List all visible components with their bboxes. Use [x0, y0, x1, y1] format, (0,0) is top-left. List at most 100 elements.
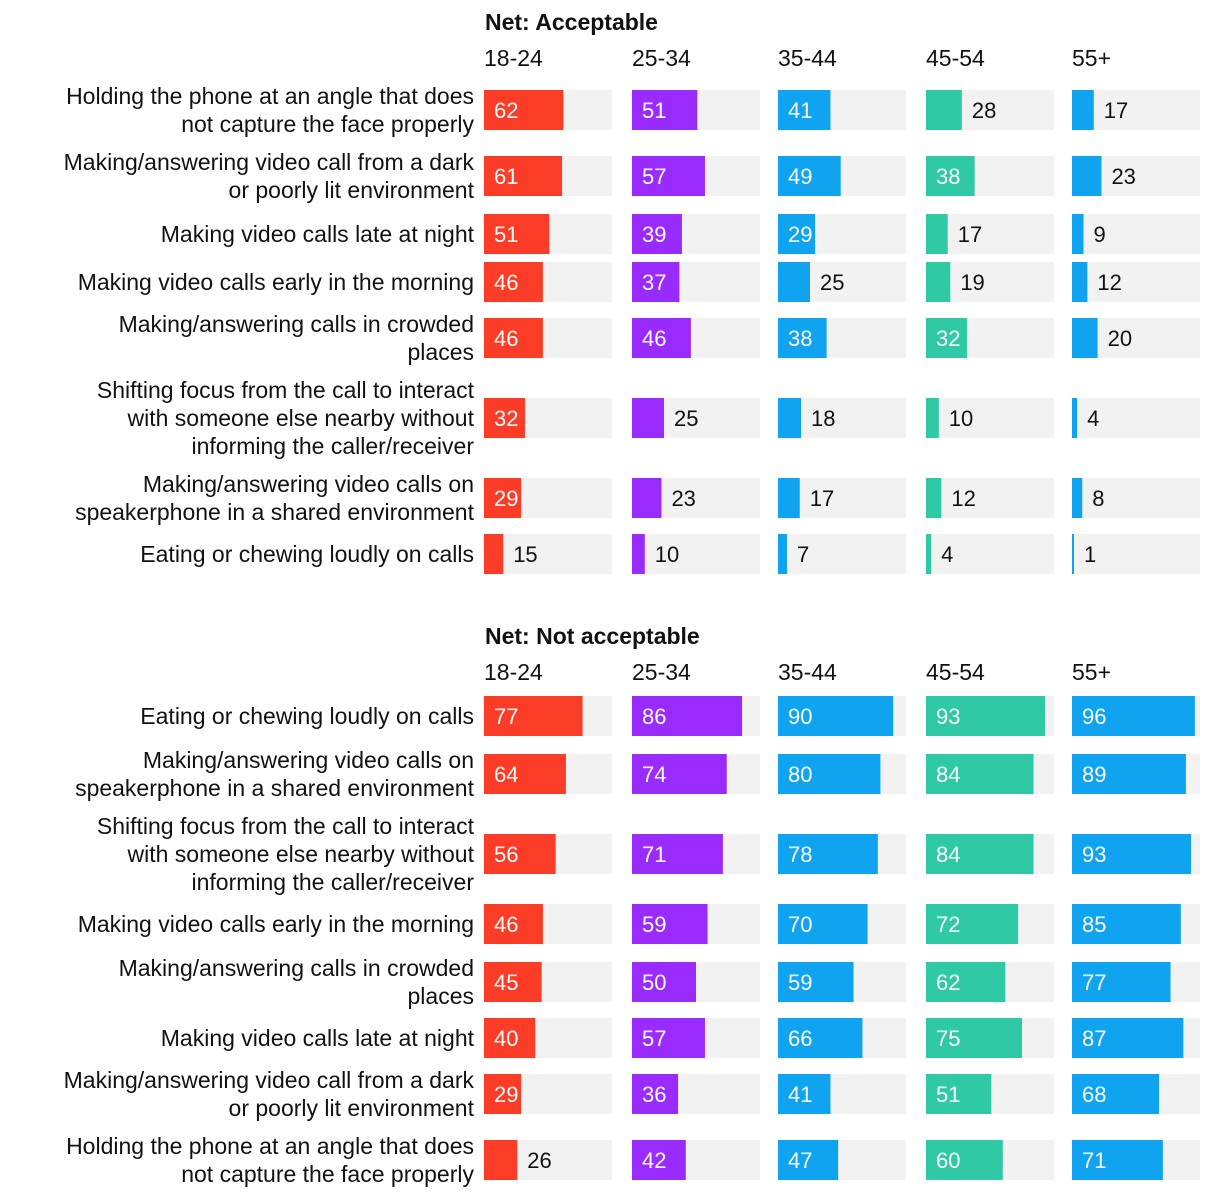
value-label: 57 — [642, 1026, 666, 1051]
value-label: 87 — [1082, 1026, 1106, 1051]
value-label: 12 — [1097, 270, 1121, 295]
value-label: 93 — [936, 704, 960, 729]
bar-25-34 — [632, 834, 723, 874]
bar-45-54 — [926, 262, 951, 302]
bar-35-44 — [778, 962, 854, 1002]
age-group-label: 25-34 — [632, 45, 691, 71]
value-label: 38 — [788, 326, 812, 351]
bar-45-54 — [926, 534, 932, 574]
value-label: 46 — [494, 326, 518, 351]
bar-row-making-answering-calls-in-crowded-places: Making/answering calls in crowded places 4… — [119, 311, 1200, 365]
bar-55 — [1072, 1140, 1163, 1180]
bar-45-54 — [926, 834, 1034, 874]
bar-18-24 — [484, 1074, 522, 1114]
bar-45-54 — [926, 1074, 992, 1114]
bar-25-34 — [632, 318, 691, 358]
age-group-label: 55+ — [1072, 659, 1111, 685]
bar-55 — [1072, 1074, 1160, 1114]
value-label: 32 — [936, 326, 960, 351]
bar-55 — [1072, 904, 1181, 944]
age-group-label: 45-54 — [926, 45, 985, 71]
bar-18-24 — [484, 696, 583, 736]
bar-25-34 — [632, 90, 698, 130]
value-label: 23 — [671, 486, 695, 511]
bar-45-54 — [926, 1018, 1022, 1058]
age-group-label: 35-44 — [778, 659, 837, 685]
bar-row-shifting-focus-from-the-call-to-interact: Shifting focus from the call to interact… — [97, 377, 1200, 459]
category-label: Making video calls late at night — [161, 221, 475, 247]
value-label: 70 — [788, 912, 812, 937]
bar-18-24 — [484, 398, 525, 438]
bar-55 — [1072, 962, 1171, 1002]
category-label: Holding the phone at an angle that does n… — [66, 1133, 474, 1187]
value-label: 57 — [642, 164, 666, 189]
value-label: 29 — [494, 486, 518, 511]
bar-35-44 — [778, 1074, 831, 1114]
bar-35-44 — [778, 534, 787, 574]
value-label: 4 — [941, 542, 953, 567]
value-label: 28 — [972, 98, 996, 123]
category-label: Making/answering calls in crowded places — [119, 311, 474, 365]
bar-35-44 — [778, 156, 841, 196]
bar-18-24 — [484, 962, 542, 1002]
value-label: 64 — [494, 762, 518, 787]
value-label: 4 — [1087, 406, 1099, 431]
value-label: 10 — [655, 542, 679, 567]
value-label: 90 — [788, 704, 812, 729]
bar-track — [1072, 534, 1200, 574]
category-label: Eating or chewing loudly on calls — [140, 541, 474, 567]
bar-25-34 — [632, 478, 662, 518]
age-group-label: 55+ — [1072, 45, 1111, 71]
panel-title: Net: Not acceptable — [485, 623, 700, 649]
bar-35-44 — [778, 834, 878, 874]
bar-18-24 — [484, 262, 543, 302]
value-label: 72 — [936, 912, 960, 937]
value-label: 10 — [949, 406, 973, 431]
bar-row-making-answering-calls-in-crowded-places: Making/answering calls in crowded places 4… — [119, 955, 1200, 1009]
value-label: 60 — [936, 1148, 960, 1173]
category-label: Making/answering video calls on speakerph… — [75, 747, 475, 801]
bar-55 — [1072, 534, 1074, 574]
value-label: 40 — [494, 1026, 518, 1051]
bar-row-making-answering-video-call-from-a-dark-: Making/answering video call from a dark o… — [64, 1067, 1200, 1121]
category-label: Making video calls early in the morning — [78, 911, 474, 937]
bar-track — [484, 534, 612, 574]
value-label: 89 — [1082, 762, 1106, 787]
value-label: 41 — [788, 98, 812, 123]
age-group-label: 18-24 — [484, 659, 543, 685]
value-label: 23 — [1111, 164, 1135, 189]
category-label: Shifting focus from the call to interact… — [97, 813, 475, 895]
value-label: 47 — [788, 1148, 812, 1173]
bar-row-making-answering-video-calls-on-speakerp: Making/answering video calls on speakerph… — [75, 471, 1200, 525]
value-label: 17 — [810, 486, 834, 511]
bar-25-34 — [632, 214, 682, 254]
bar-35-44 — [778, 90, 831, 130]
bar-25-34 — [632, 398, 664, 438]
age-group-label: 45-54 — [926, 659, 985, 685]
age-group-label: 25-34 — [632, 659, 691, 685]
bar-track — [1072, 398, 1200, 438]
bar-25-34 — [632, 1140, 686, 1180]
value-label: 51 — [936, 1082, 960, 1107]
value-label: 26 — [527, 1148, 551, 1173]
bar-row-eating-or-chewing-loudly-on-calls: Eating or chewing loudly on calls 15 10 7 4 1 — [140, 534, 1200, 574]
value-label: 32 — [494, 406, 518, 431]
category-label: Shifting focus from the call to interact… — [97, 377, 475, 459]
value-label: 77 — [1082, 970, 1106, 995]
value-label: 37 — [642, 270, 666, 295]
bar-45-54 — [926, 904, 1019, 944]
value-label: 25 — [820, 270, 844, 295]
value-label: 77 — [494, 704, 518, 729]
bar-45-54 — [926, 696, 1046, 736]
bar-row-making-answering-video-call-from-a-dark-: Making/answering video call from a dark o… — [64, 149, 1200, 203]
bar-18-24 — [484, 478, 522, 518]
bar-18-24 — [484, 904, 543, 944]
bar-row-shifting-focus-from-the-call-to-interact: Shifting focus from the call to interact… — [97, 813, 1200, 895]
panel-title: Net: Acceptable — [485, 9, 658, 35]
value-label: 62 — [936, 970, 960, 995]
category-label: Making/answering video call from a dark o… — [64, 1067, 475, 1121]
bar-55 — [1072, 478, 1083, 518]
value-label: 9 — [1094, 222, 1106, 247]
value-label: 59 — [642, 912, 666, 937]
